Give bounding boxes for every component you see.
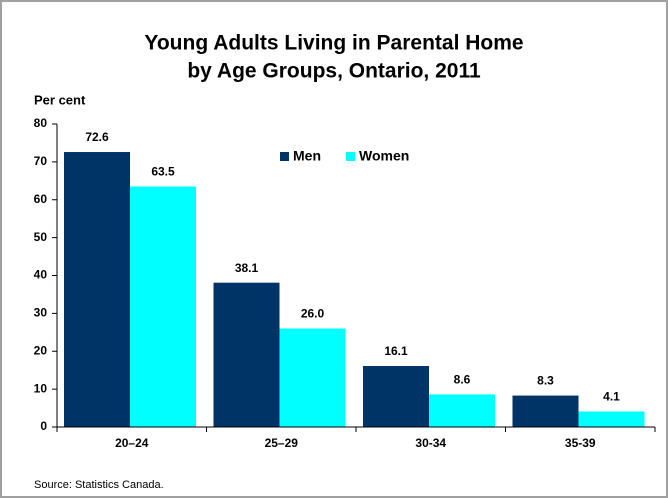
x-tick-label: 25–29 [265, 436, 299, 450]
value-label: 8.3 [537, 374, 554, 388]
bar [363, 366, 429, 427]
value-label: 63.5 [151, 165, 175, 179]
bar [64, 152, 130, 427]
x-tick-label: 30-34 [415, 436, 446, 450]
source-note: Source: Statistics Canada. [34, 479, 164, 491]
chart-title: Young Adults Living in Parental Home [144, 32, 523, 55]
y-tick-label: 30 [34, 306, 48, 320]
value-label: 72.6 [85, 130, 109, 144]
legend-swatch [346, 152, 355, 161]
bar [130, 186, 196, 427]
y-tick-label: 70 [34, 154, 48, 168]
y-tick-label: 10 [34, 381, 48, 395]
bar [578, 411, 645, 427]
bar [429, 394, 495, 427]
bar [279, 328, 346, 427]
x-tick-label: 20–24 [115, 436, 149, 450]
bar [512, 395, 579, 427]
legend-label: Women [359, 148, 409, 164]
bar [213, 282, 280, 427]
value-label: 16.1 [384, 344, 408, 358]
legend-swatch [280, 152, 289, 161]
value-label: 8.6 [454, 373, 471, 387]
value-label: 38.1 [235, 261, 259, 275]
value-label: 26.0 [301, 307, 325, 321]
chart-title: by Age Groups, Ontario, 2011 [187, 60, 481, 83]
y-tick-label: 20 [34, 343, 48, 357]
value-label: 4.1 [603, 390, 620, 404]
legend-label: Men [293, 148, 321, 164]
y-tick-label: 50 [34, 230, 48, 244]
x-tick-label: 35-39 [565, 436, 596, 450]
y-tick-label: 40 [34, 268, 48, 282]
y-tick-label: 0 [40, 419, 47, 433]
y-axis-label: Per cent [34, 92, 86, 107]
y-tick-label: 60 [34, 192, 48, 206]
y-tick-label: 80 [34, 116, 48, 130]
